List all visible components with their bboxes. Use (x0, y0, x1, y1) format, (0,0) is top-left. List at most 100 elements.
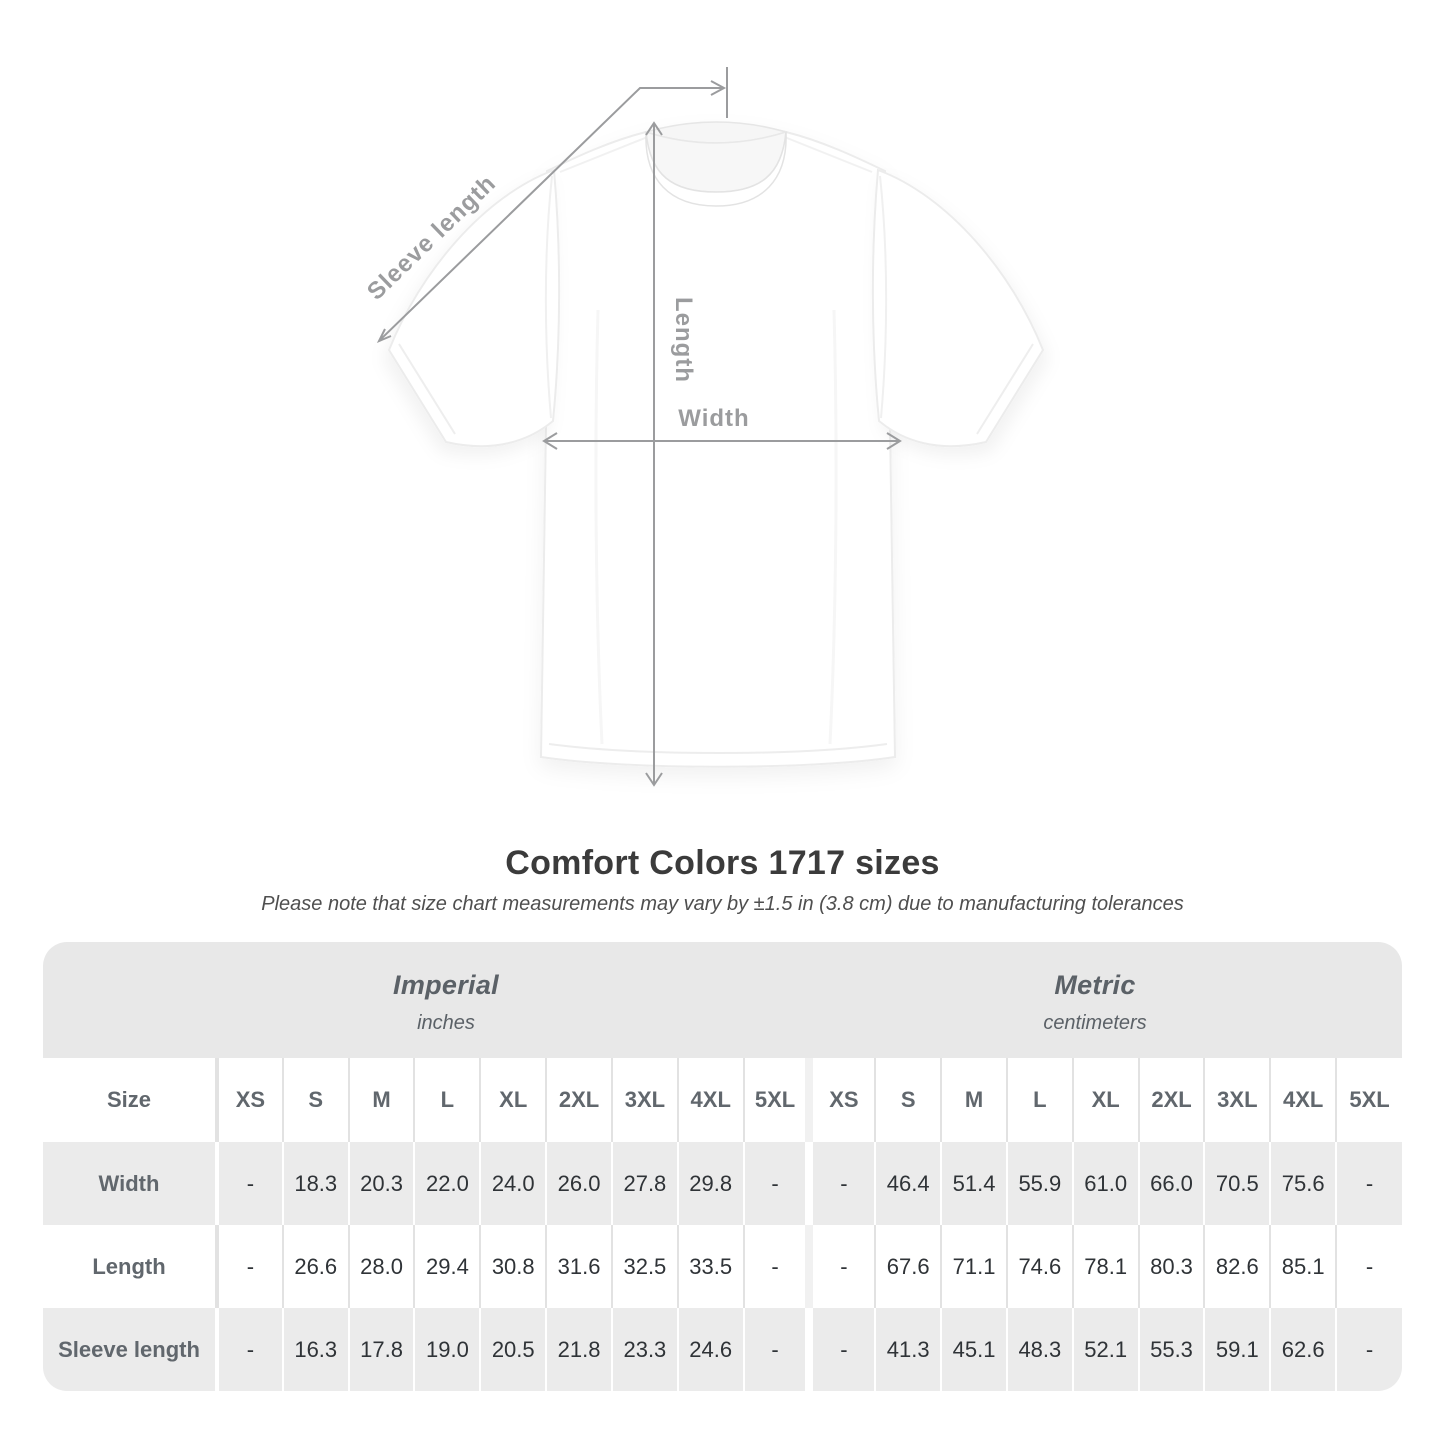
measurement-cell: - (1335, 1225, 1402, 1308)
size-header-cell: S (874, 1058, 942, 1142)
metric-label: Metric (1054, 970, 1136, 1000)
width-row: Width - 18.3 20.3 22.0 24.0 26.0 27.8 29… (43, 1142, 1402, 1225)
seam-right (879, 175, 888, 419)
metric-group-header: Metric centimeters (1043, 970, 1146, 1035)
size-header-cell: 2XL (545, 1058, 612, 1142)
size-header-cell: S (281, 1058, 349, 1142)
size-header-cell: L (413, 1058, 481, 1142)
measurement-cell: 55.9 (1005, 1142, 1073, 1225)
measurement-cell: 52.1 (1071, 1308, 1139, 1391)
size-header-cell: L (1005, 1058, 1073, 1142)
measurement-cell: 59.1 (1203, 1308, 1271, 1391)
size-header-cell: 5XL (1335, 1058, 1402, 1142)
row-label: Sleeve length (43, 1308, 217, 1391)
tshirt-sleeve-right (871, 168, 1045, 448)
measurement-cell: 20.3 (347, 1142, 415, 1225)
length-label: Length (670, 297, 697, 383)
measurement-cell: 28.0 (347, 1225, 415, 1308)
tshirt-image (387, 121, 1045, 768)
measurement-cell: 62.6 (1269, 1308, 1337, 1391)
length-row: Length - 26.6 28.0 29.4 30.8 31.6 32.5 3… (43, 1225, 1402, 1308)
measurement-cell: 74.6 (1005, 1225, 1073, 1308)
measurement-cell: 29.4 (413, 1225, 481, 1308)
measurement-cell: 31.6 (545, 1225, 612, 1308)
measurement-cell: 16.3 (281, 1308, 349, 1391)
metric-unit-label: centimeters (1043, 1012, 1147, 1034)
measurement-cell: 29.8 (676, 1142, 744, 1225)
page-title: Comfort Colors 1717 sizes (505, 844, 940, 882)
sleeve-length-arrow (379, 87, 723, 341)
size-header-cell: M (940, 1058, 1007, 1142)
measurement-cell: 70.5 (1203, 1142, 1271, 1225)
measurement-cell: 32.5 (610, 1225, 678, 1308)
imperial-group-header: Imperial inches (393, 970, 499, 1035)
size-header-row: Size XS S M L XL 2XL 3XL 4XL 5XL XS S M … (43, 1058, 1402, 1142)
sleeve-length-row: Sleeve length - 16.3 17.8 19.0 20.5 21.8… (43, 1308, 1402, 1391)
arrowhead-left-icon (542, 432, 558, 450)
measurement-cell: 46.4 (874, 1142, 942, 1225)
measurement-cell: 51.4 (940, 1142, 1007, 1225)
size-header-cell: XS (215, 1058, 283, 1142)
measurement-cell: - (742, 1225, 810, 1308)
measurement-cell: 78.1 (1071, 1225, 1139, 1308)
measurement-cell: 33.5 (676, 1225, 744, 1308)
measurement-cell: 82.6 (1203, 1225, 1271, 1308)
tshirt-measurement-diagram: Sleeve length Length Width (362, 67, 1045, 787)
fold-right (828, 309, 838, 745)
measurement-cell: 30.8 (479, 1225, 547, 1308)
seam-left (544, 175, 553, 419)
size-column-header: Size (43, 1058, 217, 1142)
measurement-cell: 71.1 (940, 1225, 1007, 1308)
measurement-cell: - (805, 1142, 876, 1225)
measurement-cell: 75.6 (1269, 1142, 1337, 1225)
measurement-cell: 27.8 (610, 1142, 678, 1225)
measurement-cell: 18.3 (281, 1142, 349, 1225)
measurement-cell: - (742, 1308, 810, 1391)
measurement-cell: 17.8 (347, 1308, 415, 1391)
size-header-cell: XL (1071, 1058, 1139, 1142)
measurement-cell: 48.3 (1005, 1308, 1073, 1391)
collar-band (645, 131, 787, 207)
arrowhead-right2-icon (886, 432, 902, 450)
measurement-cell: - (805, 1308, 876, 1391)
row-label: Width (43, 1142, 217, 1225)
measurement-cell: 67.6 (874, 1225, 942, 1308)
measurement-cell: 85.1 (1269, 1225, 1337, 1308)
measurement-cell: 22.0 (413, 1142, 481, 1225)
measurement-cell: 20.5 (479, 1308, 547, 1391)
measurement-cell: - (742, 1142, 810, 1225)
size-header-cell: M (347, 1058, 415, 1142)
measurement-cell: 80.3 (1137, 1225, 1205, 1308)
size-header-cell: 4XL (676, 1058, 744, 1142)
measurement-cell: 24.6 (676, 1308, 744, 1391)
tshirt-body (539, 122, 897, 768)
size-header-cell: 2XL (1137, 1058, 1205, 1142)
size-header-cell: 3XL (610, 1058, 678, 1142)
measurement-cell: 55.3 (1137, 1308, 1205, 1391)
measurement-cell: 41.3 (874, 1308, 942, 1391)
measurement-cell: - (215, 1225, 283, 1308)
arrowhead-down-icon (645, 772, 663, 787)
measurement-arrows (376, 67, 902, 787)
tshirt-sleeve-left (387, 168, 561, 448)
cuff-seam-left (398, 343, 456, 435)
imperial-unit-label: inches (417, 1012, 475, 1034)
measurement-cell: - (1335, 1142, 1402, 1225)
size-table: Size XS S M L XL 2XL 3XL 4XL 5XL XS S M … (43, 1058, 1402, 1391)
fold-left (594, 309, 604, 745)
measurement-cell: 66.0 (1137, 1142, 1205, 1225)
cuff-seam-right (976, 343, 1034, 435)
measurement-cell: 61.0 (1071, 1142, 1139, 1225)
measurement-cell: 19.0 (413, 1308, 481, 1391)
measurement-cell: - (215, 1142, 283, 1225)
arrowhead-up-icon (645, 121, 663, 136)
shoulder-seam-right (781, 135, 873, 173)
imperial-label: Imperial (393, 970, 499, 1000)
size-header-cell: XL (479, 1058, 547, 1142)
arrowhead-right-icon (710, 80, 727, 96)
measurement-cell: 21.8 (545, 1308, 612, 1391)
measurement-cell: - (215, 1308, 283, 1391)
size-header-cell: 5XL (742, 1058, 810, 1142)
measurement-cell: - (805, 1225, 876, 1308)
